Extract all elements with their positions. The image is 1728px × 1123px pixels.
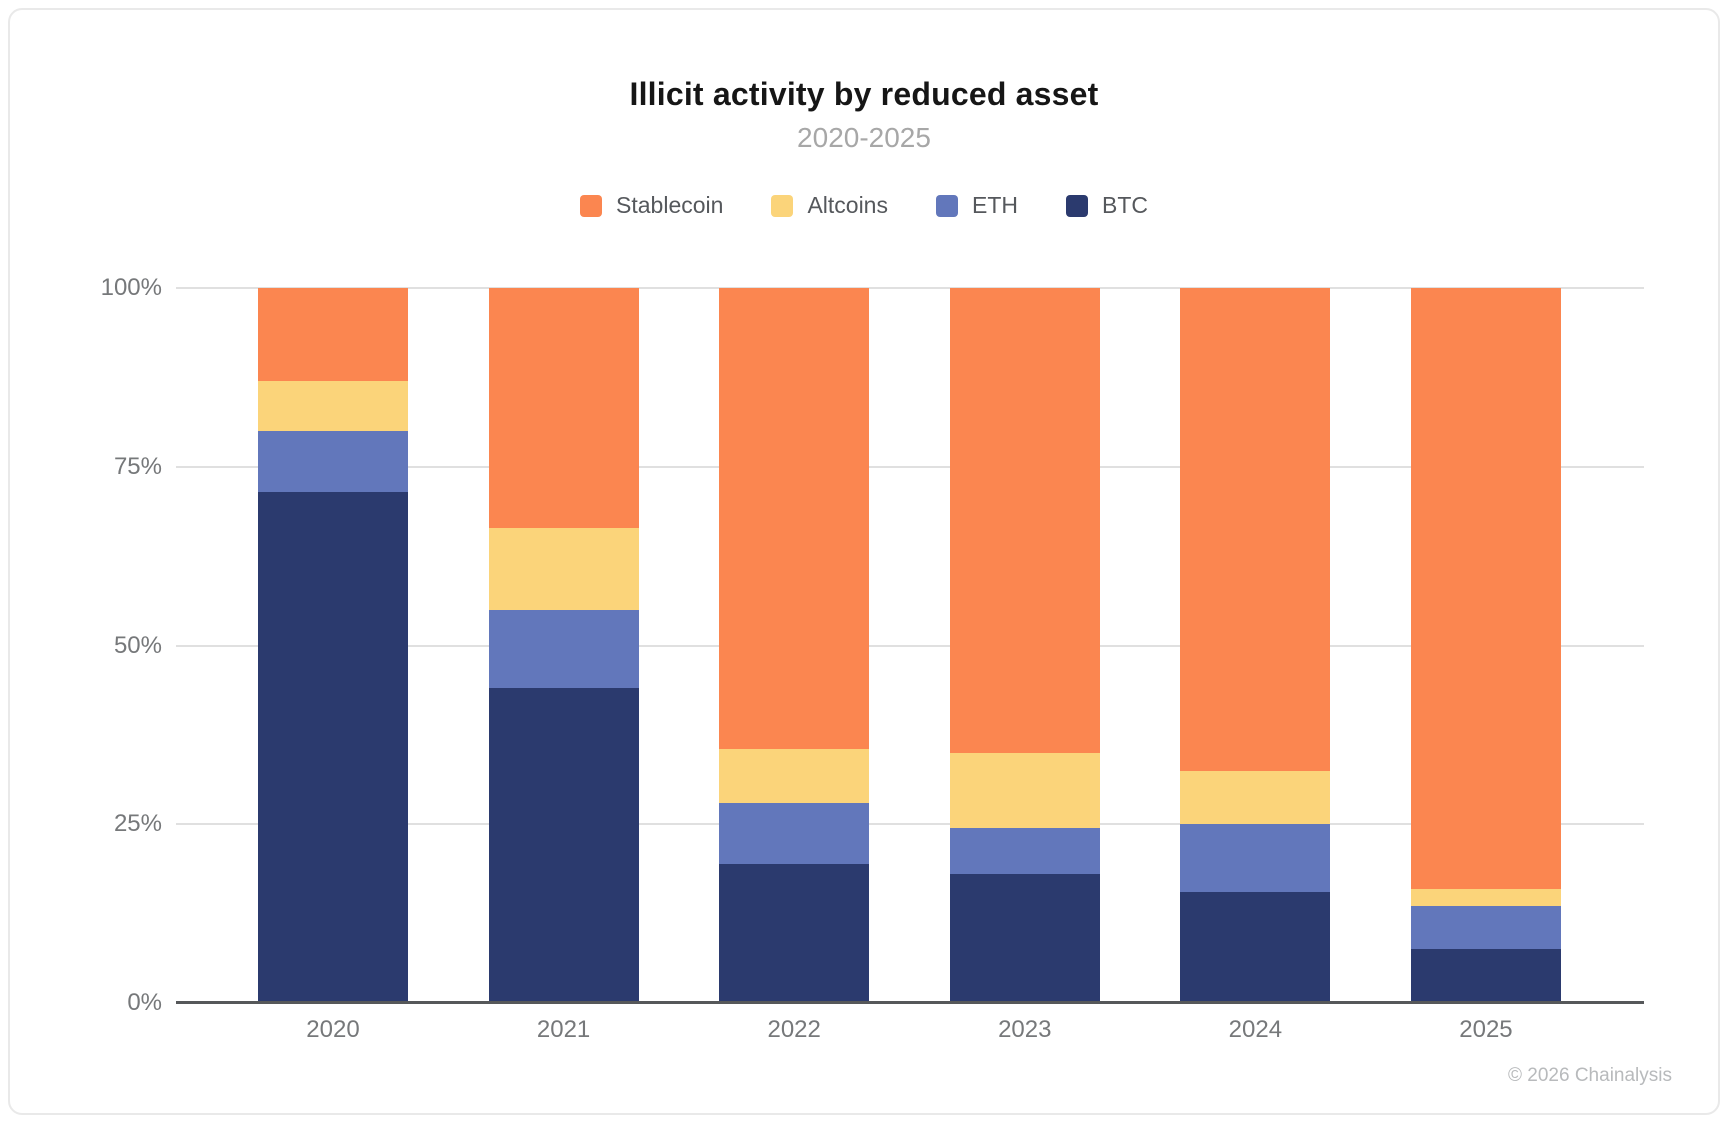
copyright: © 2026 Chainalysis [1508,1065,1672,1086]
legend-item-altcoins: Altcoins [771,192,888,219]
bar-segment-btc [258,491,408,1003]
bar-2021 [488,288,639,1003]
bar-segment-stablecoin [258,288,408,381]
plot-area [176,287,1644,1004]
bar-segment-btc [719,863,870,1003]
legend-swatch-icon [580,194,603,217]
x-tick-label: 2022 [767,1016,821,1043]
x-axis-line [176,1001,1644,1004]
chart-subtitle: 2020-2025 [797,122,931,153]
y-tick-label: 0% [127,989,162,1016]
bar-segment-eth [1410,906,1561,950]
y-tick-label: 75% [113,452,162,480]
gridline [176,823,1644,826]
gridline [176,644,1644,647]
gridline [176,465,1644,468]
bar-segment-altcoins [949,752,1100,828]
legend-swatch-icon [1065,194,1088,217]
bar-segment-altcoins [1180,770,1331,825]
x-tick-label: 2025 [1459,1016,1513,1043]
bar-2022 [719,288,870,1003]
x-axis-labels: 2020 2021 2022 2023 2024 2025 [176,1016,1644,1044]
legend-swatch-icon [935,194,958,217]
legend-item-stablecoin: Stablecoin [580,192,723,219]
x-tick-label: 2024 [1228,1016,1283,1043]
x-tick-label: 2020 [306,1016,360,1043]
y-axis: 100% 75% 50% 25% 0% [50,274,162,1016]
legend-label: BTC [1101,192,1148,218]
bar-segment-stablecoin [488,288,639,528]
gridline [176,287,1644,289]
bars [176,288,1644,1003]
bar-segment-btc [1180,892,1331,1003]
y-tick-label: 50% [113,631,162,659]
bar-segment-altcoins [488,527,639,610]
x-tick-label: 2023 [998,1016,1052,1043]
legend-item-btc: BTC [1065,192,1148,219]
y-tick-label: 100% [100,274,162,301]
bar-segment-eth [949,827,1100,875]
bar-segment-altcoins [258,380,408,431]
bar-2020 [258,288,408,1003]
bar-segment-stablecoin [1410,288,1561,889]
bar-2025 [1410,288,1561,1003]
bar-segment-altcoins [719,749,870,803]
legend-swatch-icon [771,194,794,217]
bar-segment-eth [258,430,408,492]
legend: Stablecoin Altcoins ETH BTC [10,192,1718,219]
chart-title: Illicit activity by reduced asset [629,76,1099,112]
bar-segment-eth [488,609,639,689]
bar-segment-stablecoin [719,288,870,750]
bar-segment-btc [949,874,1100,1003]
bar-segment-btc [488,688,639,1003]
legend-item-eth: ETH [935,192,1018,219]
legend-label: ETH [971,192,1018,218]
bar-2024 [1180,288,1331,1003]
legend-label: Altcoins [807,192,888,218]
chart-card: Illicit activity by reduced asset 2020-2… [8,8,1720,1115]
y-tick-label: 25% [113,810,162,838]
x-tick-label: 2021 [536,1016,591,1043]
bar-segment-eth [719,802,870,864]
bar-segment-stablecoin [1180,288,1331,771]
legend-label: Stablecoin [616,192,724,218]
bar-2023 [949,288,1100,1003]
bar-segment-btc [1410,949,1561,1003]
bar-segment-eth [1180,824,1331,893]
bar-segment-stablecoin [949,288,1100,753]
bar-segment-altcoins [1410,888,1561,907]
